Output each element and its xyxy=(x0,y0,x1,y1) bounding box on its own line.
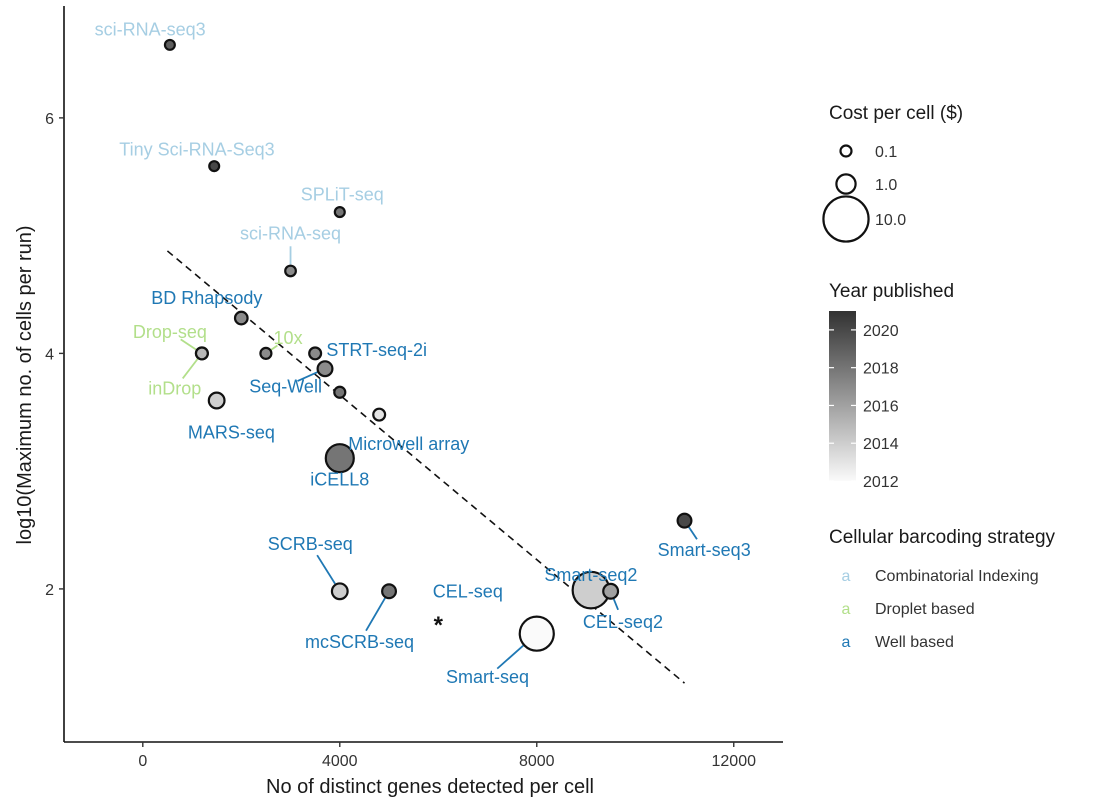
leader-line xyxy=(270,344,278,351)
leader-line xyxy=(316,554,336,585)
legend-layer: Cost per cell ($) 0.1 1.0 10.0 Year publishe… xyxy=(822,103,1056,651)
leader-line xyxy=(612,598,619,611)
point-labels-layer: sci-RNA-seq3 Tiny Sci-RNA-Seq3 SPLiT-seq sc… xyxy=(95,20,751,688)
axes-layer: 0 4000 8000 12000 2 4 6 xyxy=(45,6,783,770)
year-tick-label: 2016 xyxy=(863,398,899,415)
strategy-legend-label: Combinatorial Indexing xyxy=(875,568,1039,585)
y-tick-label: 4 xyxy=(45,346,54,363)
point-label: Tiny Sci-RNA-Seq3 xyxy=(119,140,274,160)
y-axis-title: log10(Maximum no. of cells per run) xyxy=(14,225,36,544)
leader-line xyxy=(297,371,318,382)
point-label: BD Rhapsody xyxy=(151,288,262,308)
cost-legend-label: 10.0 xyxy=(875,212,906,229)
data-point xyxy=(194,346,209,361)
data-point xyxy=(333,206,346,219)
data-point xyxy=(333,385,347,399)
points-layer: * xyxy=(163,38,693,652)
data-point xyxy=(163,38,176,51)
point-label: Smart-seq3 xyxy=(658,540,751,560)
point-label: Smart-seq2 xyxy=(544,565,637,585)
data-point xyxy=(259,346,273,360)
strategy-legend-key: a xyxy=(842,634,851,651)
data-point xyxy=(308,346,323,361)
point-label: CEL-seq xyxy=(433,581,503,601)
data-point xyxy=(284,264,297,278)
data-point xyxy=(208,160,221,173)
data-point xyxy=(207,391,226,410)
x-tick-label: 0 xyxy=(138,753,147,770)
point-label: inDrop xyxy=(148,379,201,399)
trend-line xyxy=(166,250,686,684)
cost-legend-key xyxy=(839,144,853,158)
point-label: sci-RNA-seq3 xyxy=(95,20,206,40)
year-tick-label: 2014 xyxy=(863,436,899,453)
data-point xyxy=(233,310,249,326)
point-label: SPLiT-seq xyxy=(301,184,384,204)
x-tick-label: 8000 xyxy=(519,753,555,770)
data-point xyxy=(316,360,334,378)
point-label: Smart-seq xyxy=(446,667,529,687)
point-label: MARS-seq xyxy=(188,422,275,442)
leader-line xyxy=(365,597,386,632)
leader-line xyxy=(182,358,199,379)
y-tick-label: 6 xyxy=(45,111,54,128)
strategy-legend-label: Droplet based xyxy=(875,601,975,618)
data-point xyxy=(602,582,620,600)
point-label: 10x xyxy=(274,328,303,348)
x-tick-label: 12000 xyxy=(712,753,757,770)
leader-line xyxy=(496,644,524,670)
data-point xyxy=(372,407,387,422)
x-axis-title: No of distinct genes detected per cell xyxy=(266,776,594,798)
trend-line-layer xyxy=(166,250,686,684)
data-point xyxy=(381,583,398,600)
leader-line xyxy=(688,526,698,540)
point-label: STRT-seq-2i xyxy=(326,340,427,360)
data-point xyxy=(518,615,555,652)
cost-legend-label: 1.0 xyxy=(875,177,897,194)
leader-line xyxy=(180,338,197,351)
point-label: sci-RNA-seq xyxy=(240,223,341,243)
strategy-legend-label: Well based xyxy=(875,634,954,651)
strategy-legend-title: Cellular barcoding strategy xyxy=(829,527,1056,548)
point-label: Drop-seq xyxy=(133,322,207,342)
data-point xyxy=(330,582,349,601)
year-tick-label: 2018 xyxy=(863,361,899,378)
x-tick-label: 4000 xyxy=(322,753,358,770)
point-label: mcSCRB-seq xyxy=(305,632,414,652)
y-tick-label: 2 xyxy=(45,582,54,599)
cost-legend-key xyxy=(835,173,857,195)
leader-lines-layer xyxy=(180,246,698,670)
point-label: SCRB-seq xyxy=(268,534,353,554)
point-label: Seq-Well xyxy=(249,376,322,396)
point-label: CEL-seq2 xyxy=(583,612,663,632)
point-label: iCELL8 xyxy=(310,469,369,489)
year-legend-title: Year published xyxy=(829,281,954,302)
strategy-legend-key: a xyxy=(842,601,851,618)
year-tick-label: 2020 xyxy=(863,323,899,340)
data-point xyxy=(676,512,693,529)
data-point xyxy=(324,443,355,474)
strategy-legend-key: a xyxy=(842,568,851,585)
cost-legend-title: Cost per cell ($) xyxy=(829,103,963,124)
asterisk-marker: * xyxy=(434,612,444,639)
year-tick-label: 2012 xyxy=(863,474,899,491)
cost-legend-key xyxy=(822,195,870,243)
year-colorbar xyxy=(829,311,856,481)
cost-legend-label: 0.1 xyxy=(875,144,897,161)
point-label: Microwell array xyxy=(348,434,469,454)
